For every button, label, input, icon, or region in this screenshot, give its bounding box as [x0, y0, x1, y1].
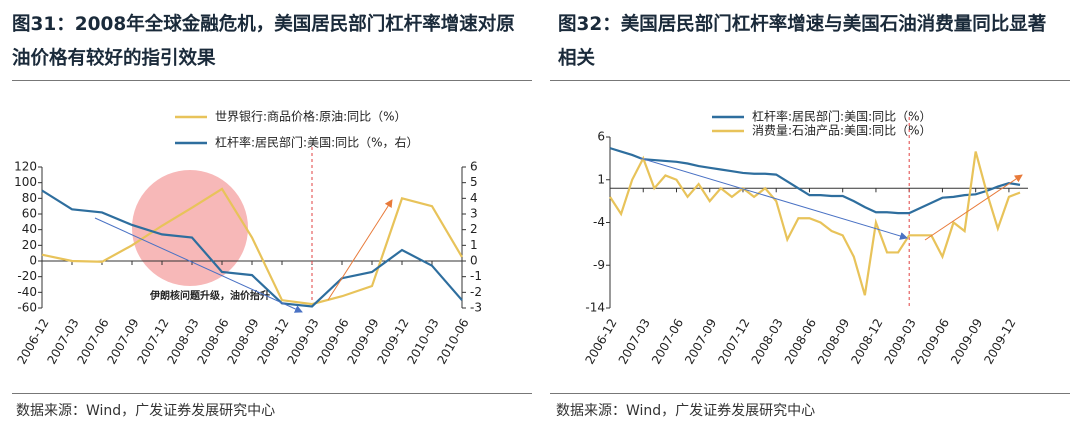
trend-arrow	[639, 157, 908, 240]
x-tick-label: 2009-06	[915, 316, 952, 366]
x-tick-label: 2007-09	[682, 316, 719, 366]
y2-tick-label: -1	[470, 269, 482, 283]
x-tick-label: 2009-09	[948, 316, 985, 366]
y-tick-label: 0	[29, 254, 37, 268]
series-line	[41, 187, 463, 306]
separator	[550, 80, 1070, 81]
y-tick-label: 40	[22, 222, 37, 236]
y-tick-label: -4	[593, 215, 605, 229]
source-note: 数据来源：Wind，广发证券发展研究中心	[16, 403, 276, 419]
series-line	[609, 147, 1021, 215]
x-tick-label: 2008-06	[782, 316, 819, 366]
y-tick-label: 1	[597, 172, 605, 186]
y-tick-label: 80	[22, 191, 37, 205]
x-tick-label: 2007-12	[715, 316, 752, 366]
x-tick-label: 2008-09	[815, 316, 852, 366]
y-tick-label: 6	[597, 130, 605, 144]
y-tick-label: 100	[14, 175, 37, 189]
y-tick-label: -9	[593, 258, 605, 272]
y2-tick-label: 4	[470, 191, 478, 205]
figure-caption: 图32：美国居民部门杠杆率增速与美国石油消费量同比显著相关	[558, 14, 1047, 69]
separator	[12, 393, 532, 394]
source-note: 数据来源：Wind，广发证券发展研究中心	[556, 403, 816, 419]
y2-tick-label: -2	[470, 285, 482, 299]
y-tick-label: 120	[14, 160, 37, 174]
figure-caption: 图31：2008年全球金融危机，美国居民部门杠杆率增速对原油价格有较好的指引效果	[12, 14, 515, 69]
annotation: 伊朗核问题升级，油价抬升	[149, 289, 270, 302]
legend-label: 杠杆率:居民部门:美国:同比（%，右）	[215, 135, 419, 150]
y-tick-label: -20	[17, 269, 37, 283]
y-tick-label: -14	[585, 301, 605, 315]
x-tick-label: 2008-03	[749, 316, 786, 366]
x-tick-label: 2009-12	[981, 316, 1018, 366]
x-tick-label: 2009-03	[882, 316, 919, 366]
x-tick-label: 2007-06	[649, 316, 686, 366]
y2-tick-label: 1	[470, 238, 478, 252]
y-tick-label: 60	[22, 207, 37, 221]
y-tick-label: -60	[17, 301, 37, 315]
y2-tick-label: 0	[470, 254, 478, 268]
separator	[12, 80, 532, 81]
y2-tick-label: 5	[470, 175, 478, 189]
legend-label: 世界银行:商品价格:原油:同比（%）	[215, 109, 407, 124]
trend-arrow	[94, 217, 303, 313]
y-tick-label: -40	[17, 285, 37, 299]
separator	[550, 393, 1070, 394]
series-line	[41, 189, 463, 308]
y2-tick-label: -3	[470, 301, 482, 315]
trend-arrow	[327, 199, 393, 301]
x-tick-label: 2007-03	[616, 316, 653, 366]
series-line	[609, 151, 1021, 296]
x-tick-label: 2008-12	[848, 316, 885, 366]
y2-tick-label: 6	[470, 160, 478, 174]
highlight-circle	[132, 170, 248, 286]
y2-tick-label: 2	[470, 222, 478, 236]
legend-label: 消费量:石油产品:美国:同比（%）	[752, 124, 932, 138]
y-tick-label: 20	[22, 238, 37, 252]
y2-tick-label: 3	[470, 207, 478, 221]
trend-arrow	[924, 174, 1023, 241]
x-tick-label: 2006-12	[582, 316, 619, 366]
legend-label: 杠杆率:居民部门:美国:同比（%）	[752, 109, 932, 124]
